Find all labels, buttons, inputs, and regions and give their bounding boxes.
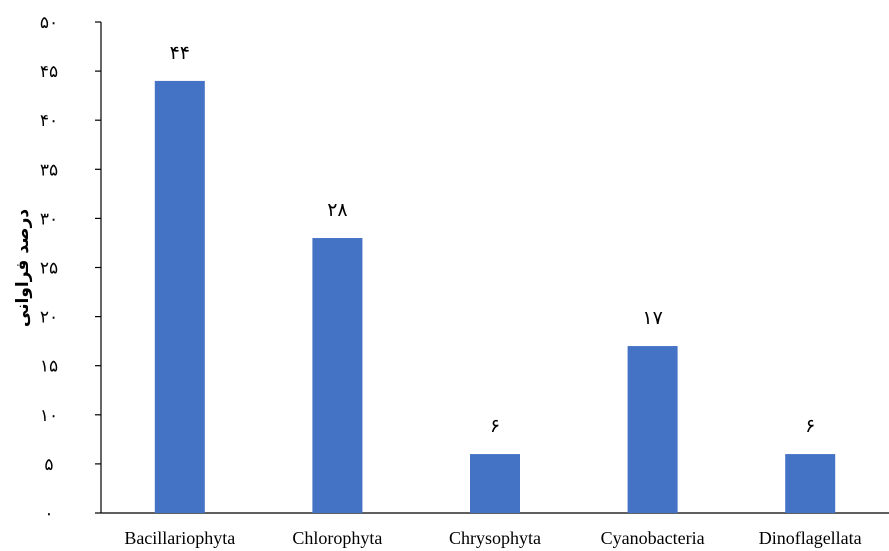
data-label: ۶ [805, 415, 815, 437]
bar-cyanobacteria [627, 346, 678, 513]
y-tick-label: ۳۵ [40, 160, 58, 180]
y-ticks: ۰ ۵ ۱۰ ۱۵ ۲۰ ۲۵ ۳۰ ۳۵ ۴۰ ۴۵ ۵۰ [40, 13, 101, 524]
x-tick-label: Bacillariophyta [124, 528, 235, 548]
y-tick-label: ۵۰ [40, 13, 58, 33]
y-tick-label: ۰ [44, 504, 53, 524]
data-label: ۶ [490, 415, 500, 437]
y-tick-label: ۳۰ [40, 209, 58, 229]
y-tick-label: ۱۰ [40, 406, 58, 426]
data-label: ۲۸ [327, 199, 347, 221]
y-tick-label: ۱۵ [40, 357, 58, 377]
x-tick-label: Cyanobacteria [601, 528, 705, 548]
y-axis-label: درصد فراوانی [13, 209, 33, 327]
data-labels: ۴۴ ۲۸ ۶ ۱۷ ۶ [170, 42, 816, 437]
x-tick-label: Chlorophyta [292, 528, 382, 548]
x-tick-label: Chrysophyta [449, 528, 541, 548]
y-tick-label: ۴۰ [40, 111, 58, 131]
data-label: ۱۷ [642, 307, 662, 329]
axes [100, 22, 889, 514]
data-label: ۴۴ [170, 42, 190, 64]
bars [154, 80, 836, 514]
y-tick-label: ۴۵ [40, 62, 58, 82]
bar-bacillariophyta [154, 80, 205, 514]
bar-chlorophyta [312, 238, 363, 514]
y-tick-label: ۵ [44, 455, 53, 475]
bar-dinoflagellata [785, 454, 836, 513]
y-tick-label: ۲۵ [40, 259, 58, 279]
x-tick-label: Dinoflagellata [759, 528, 862, 548]
x-tick-labels: Bacillariophyta Chlorophyta Chrysophyta Cya… [124, 528, 861, 548]
y-tick-label: ۲۰ [40, 308, 58, 328]
bar-chrysophyta [470, 454, 520, 513]
